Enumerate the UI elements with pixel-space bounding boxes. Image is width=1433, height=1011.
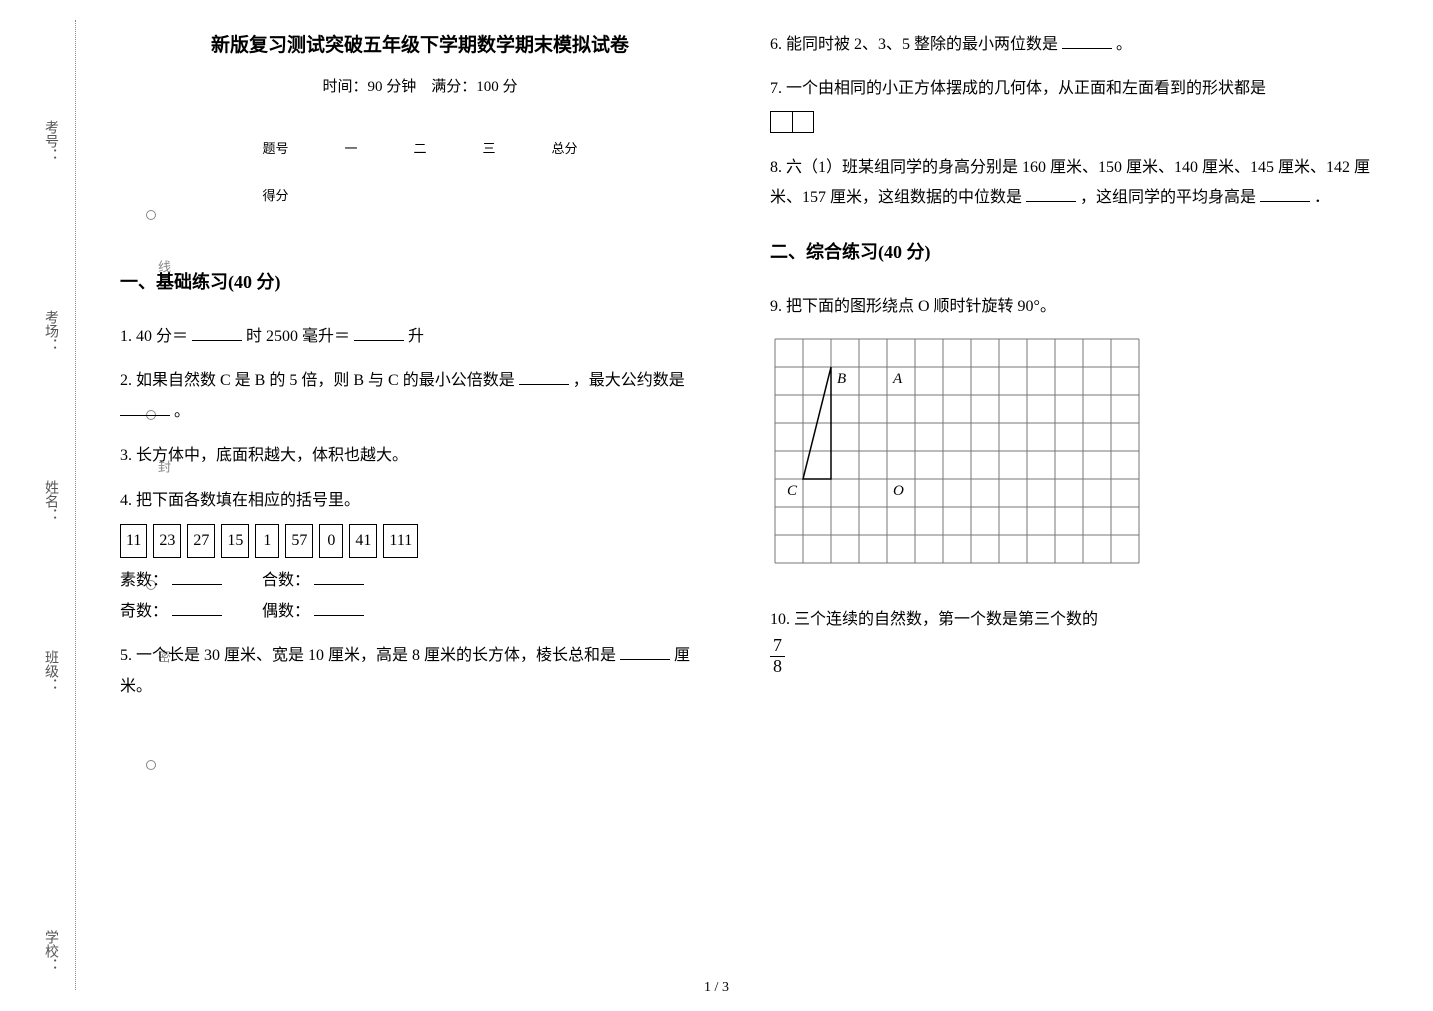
question-3: 3. 长方体中，底面积越大，体积也越大。 bbox=[120, 441, 720, 471]
section-1-heading: 一、基础练习(40 分) bbox=[120, 268, 720, 294]
num-box: 23 bbox=[153, 524, 181, 558]
th-label: 题号 bbox=[234, 124, 316, 171]
fraction-numerator: 7 bbox=[770, 636, 785, 657]
score-table: 题号 一 二 三 总分 得分 bbox=[234, 124, 605, 218]
label-name: 姓名： bbox=[40, 480, 60, 522]
num-box: 111 bbox=[383, 524, 418, 558]
question-2: 2. 如果自然数 C 是 B 的 5 倍，则 B 与 C 的最小公倍数是 ，最大… bbox=[120, 366, 720, 427]
question-4: 4. 把下面各数填在相应的括号里。 11 23 27 15 1 57 0 41 … bbox=[120, 486, 720, 628]
page-number: 1 / 3 bbox=[704, 980, 729, 996]
svg-text:O: O bbox=[893, 483, 904, 499]
q4-odd: 奇数： bbox=[120, 603, 168, 620]
question-5: 5. 一个长是 30 厘米、宽是 10 厘米，高是 8 厘米的长方体，棱长总和是… bbox=[120, 641, 720, 702]
num-box: 1 bbox=[255, 524, 279, 558]
th-1: 一 bbox=[316, 124, 385, 171]
th-total: 总分 bbox=[524, 124, 606, 171]
fraction-denominator: 8 bbox=[770, 657, 785, 677]
q4-labels-row1: 素数： 合数： bbox=[120, 566, 720, 596]
q4-labels-row2: 奇数： 偶数： bbox=[120, 597, 720, 627]
label-room: 考场： bbox=[40, 310, 60, 352]
label-school: 学校： bbox=[40, 930, 60, 972]
num-box: 57 bbox=[285, 524, 313, 558]
td-blank bbox=[524, 171, 606, 218]
q1-text-c: 升 bbox=[408, 328, 424, 345]
blank bbox=[172, 567, 222, 585]
q6-text-b: 。 bbox=[1116, 36, 1132, 53]
page-content: 新版复习测试突破五年级下学期数学期末模拟试卷 时间：90 分钟 满分：100 分… bbox=[120, 30, 1400, 716]
num-box: 27 bbox=[187, 524, 215, 558]
two-square-icon bbox=[770, 111, 814, 133]
num-box: 11 bbox=[120, 524, 147, 558]
q4-even: 偶数： bbox=[262, 603, 310, 620]
binding-circle bbox=[146, 760, 156, 770]
label-examno: 考号： bbox=[40, 120, 60, 162]
q7-text: 7. 一个由相同的小正方体摆成的几何体，从正面和左面看到的形状都是 bbox=[770, 74, 1370, 104]
td-score-label: 得分 bbox=[234, 171, 316, 218]
blank bbox=[192, 323, 242, 341]
q4-composite: 合数： bbox=[262, 572, 310, 589]
q2-text-a: 2. 如果自然数 C 是 B 的 5 倍，则 B 与 C 的最小公倍数是 bbox=[120, 372, 515, 389]
q8-text-b: ，这组同学的平均身高是 bbox=[1080, 189, 1256, 206]
rotation-grid: B A C O bbox=[770, 334, 1144, 568]
binding-cut-line: 线 封 密 bbox=[75, 20, 115, 990]
question-9: 9. 把下面的图形绕点 O 顺时针旋转 90°。 B A C O bbox=[770, 292, 1370, 592]
blank bbox=[1062, 31, 1112, 49]
q2-text-b: ，最大公约数是 bbox=[573, 372, 685, 389]
th-3: 三 bbox=[455, 124, 524, 171]
td-blank bbox=[316, 171, 385, 218]
q1-text-a: 1. 40 分＝ bbox=[120, 328, 188, 345]
blank bbox=[354, 323, 404, 341]
td-blank bbox=[455, 171, 524, 218]
blank bbox=[519, 367, 569, 385]
page-title: 新版复习测试突破五年级下学期数学期末模拟试卷 bbox=[120, 30, 720, 57]
q10-text: 10. 三个连续的自然数，第一个数是第三个数的 bbox=[770, 605, 1370, 635]
question-6: 6. 能同时被 2、3、5 整除的最小两位数是 。 bbox=[770, 30, 1370, 60]
q8-text-c: ． bbox=[1314, 189, 1330, 206]
fraction-7-8: 7 8 bbox=[770, 636, 785, 677]
q9-text: 9. 把下面的图形绕点 O 顺时针旋转 90°。 bbox=[770, 292, 1370, 322]
table-row: 得分 bbox=[234, 171, 605, 218]
svg-text:A: A bbox=[892, 371, 903, 387]
binding-margin-labels: 考号： 考场： 姓名： 班级： 学校： bbox=[10, 0, 70, 1000]
number-boxes: 11 23 27 15 1 57 0 41 111 bbox=[120, 524, 720, 558]
q4-text: 4. 把下面各数填在相应的括号里。 bbox=[120, 486, 720, 516]
q1-text-b: 时 2500 毫升＝ bbox=[246, 328, 350, 345]
q6-text-a: 6. 能同时被 2、3、5 整除的最小两位数是 bbox=[770, 36, 1058, 53]
q4-prime: 素数： bbox=[120, 572, 168, 589]
blank bbox=[1026, 184, 1076, 202]
num-box: 41 bbox=[349, 524, 377, 558]
question-8: 8. 六（1）班某组同学的身高分别是 160 厘米、150 厘米、140 厘米、… bbox=[770, 153, 1370, 214]
page-subtitle: 时间：90 分钟 满分：100 分 bbox=[120, 75, 720, 96]
table-row: 题号 一 二 三 总分 bbox=[234, 124, 605, 171]
svg-text:B: B bbox=[837, 371, 846, 387]
blank bbox=[314, 567, 364, 585]
blank bbox=[1260, 184, 1310, 202]
label-class: 班级： bbox=[40, 650, 60, 692]
question-1: 1. 40 分＝ 时 2500 毫升＝ 升 bbox=[120, 322, 720, 352]
blank bbox=[620, 642, 670, 660]
q5-text-a: 5. 一个长是 30 厘米、宽是 10 厘米，高是 8 厘米的长方体，棱长总和是 bbox=[120, 647, 616, 664]
blank bbox=[120, 398, 170, 416]
section-2-heading: 二、综合练习(40 分) bbox=[770, 238, 1370, 264]
right-column: 6. 能同时被 2、3、5 整除的最小两位数是 。 7. 一个由相同的小正方体摆… bbox=[770, 30, 1370, 716]
num-box: 0 bbox=[319, 524, 343, 558]
blank bbox=[314, 598, 364, 616]
td-blank bbox=[385, 171, 454, 218]
left-column: 新版复习测试突破五年级下学期数学期末模拟试卷 时间：90 分钟 满分：100 分… bbox=[120, 30, 720, 716]
q2-text-c: 。 bbox=[174, 403, 190, 420]
svg-text:C: C bbox=[787, 483, 798, 499]
num-box: 15 bbox=[221, 524, 249, 558]
th-2: 二 bbox=[385, 124, 454, 171]
question-10: 10. 三个连续的自然数，第一个数是第三个数的 7 8 bbox=[770, 605, 1370, 676]
blank bbox=[172, 598, 222, 616]
question-7: 7. 一个由相同的小正方体摆成的几何体，从正面和左面看到的形状都是 bbox=[770, 74, 1370, 138]
